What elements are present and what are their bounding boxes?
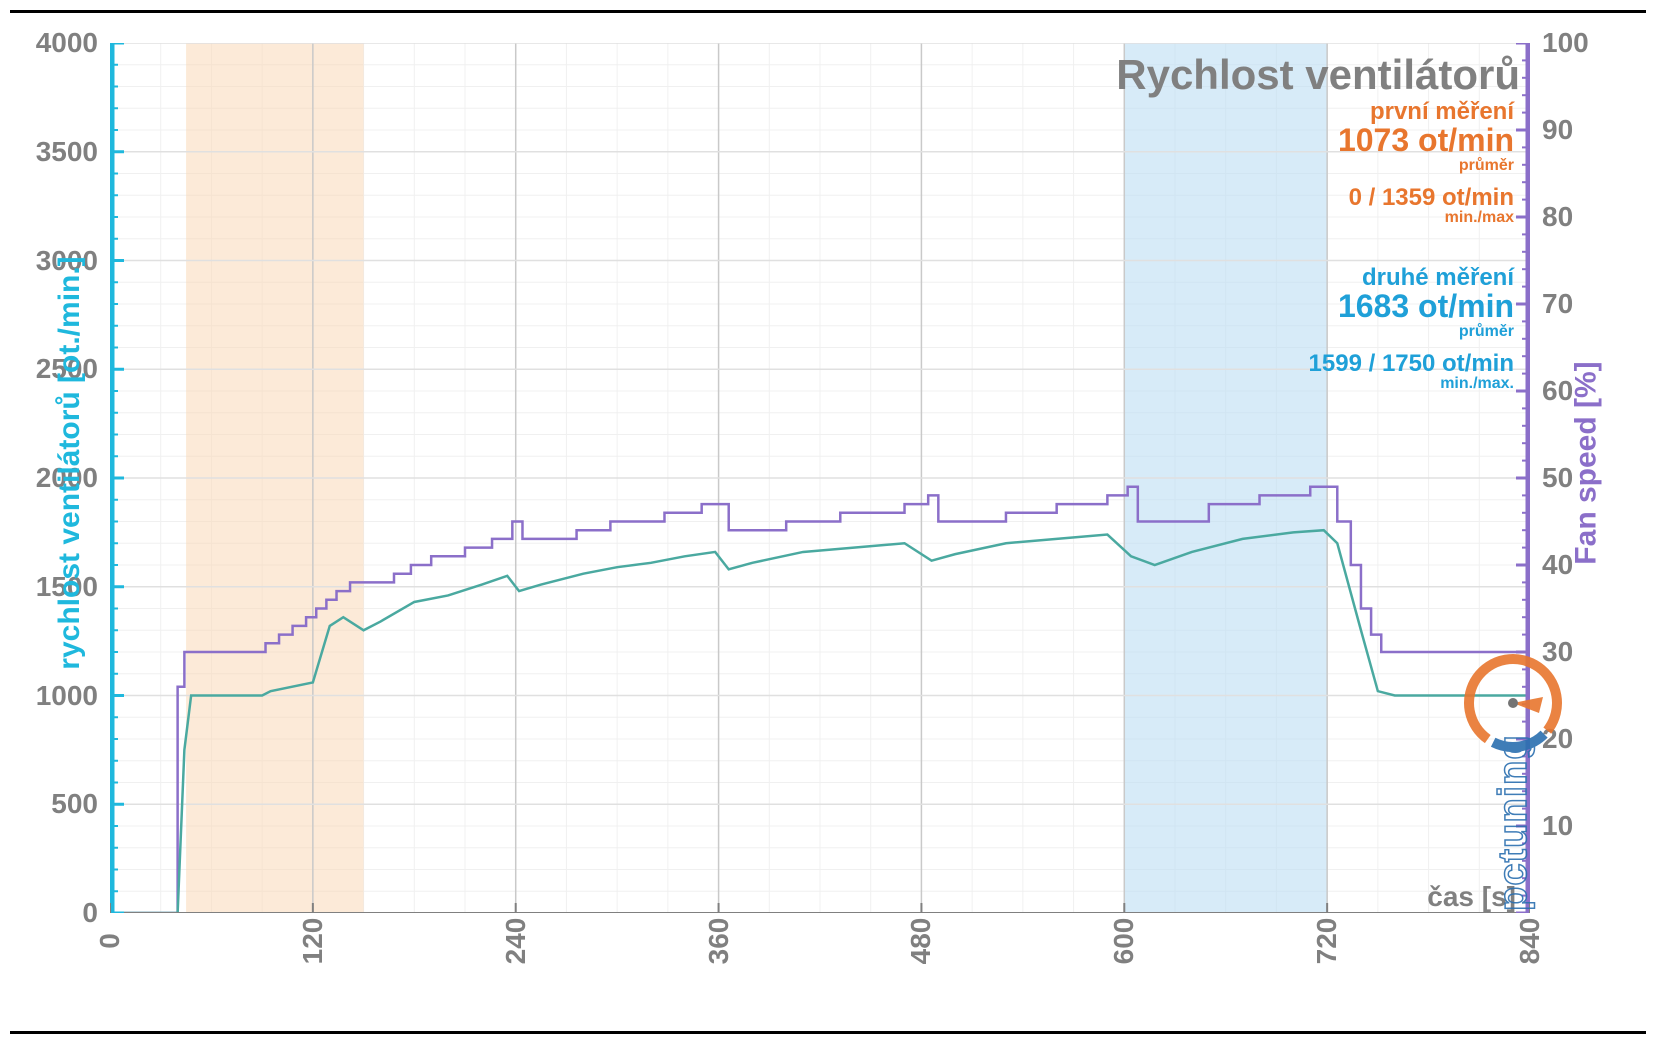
y-right-tick: 100	[1530, 27, 1589, 59]
watermark-logo: pctuning	[1438, 651, 1588, 911]
y-left-tick: 0	[82, 897, 110, 929]
fan-speed-chart: 05001000150020002500300035004000 1020304…	[10, 10, 1646, 1034]
x-tick: 600	[1108, 918, 1140, 965]
watermark-text: pctuning	[1491, 734, 1535, 911]
y-right-tick: 90	[1530, 114, 1573, 146]
x-tick: 720	[1311, 918, 1343, 965]
m1-header: první měření	[1338, 99, 1514, 124]
y-left-tick: 3500	[36, 136, 110, 168]
x-tick: 840	[1514, 918, 1546, 965]
x-tick: 240	[500, 918, 532, 965]
x-tick: 120	[297, 918, 329, 965]
m1-range-sub: min./max	[1338, 210, 1514, 227]
y-right-tick: 70	[1530, 288, 1573, 320]
y-left-tick: 500	[51, 788, 110, 820]
x-tick: 480	[905, 918, 937, 965]
y-right-tick: 80	[1530, 201, 1573, 233]
annotation-measurement-1: první měření 1073 ot/min průměr 0 / 1359…	[1338, 99, 1514, 227]
y-axis-right-label: Fan speed [%]	[1569, 361, 1603, 564]
annotation-measurement-2: druhé měření 1683 ot/min průměr 1599 / 1…	[1309, 265, 1514, 393]
m1-value-sub: průměr	[1338, 158, 1514, 175]
m2-value: 1683 ot/min	[1309, 290, 1514, 324]
y-right-tick: 50	[1530, 462, 1573, 494]
y-axis-left-label: rychlost ventilátorů [ot./min.]	[53, 256, 87, 669]
m2-range: 1599 / 1750 ot/min	[1309, 351, 1514, 376]
m2-value-sub: průměr	[1309, 324, 1514, 341]
y-right-tick: 40	[1530, 549, 1573, 581]
x-tick: 0	[94, 933, 126, 949]
m2-header: druhé měření	[1309, 265, 1514, 290]
m1-value: 1073 ot/min	[1338, 124, 1514, 158]
y-right-tick: 60	[1530, 375, 1573, 407]
m2-range-sub: min./max.	[1309, 376, 1514, 393]
x-tick: 360	[703, 918, 735, 965]
y-left-tick: 4000	[36, 27, 110, 59]
plot-svg	[110, 43, 1530, 913]
m1-range: 0 / 1359 ot/min	[1338, 185, 1514, 210]
y-left-tick: 1000	[36, 680, 110, 712]
plot-area: 05001000150020002500300035004000 1020304…	[110, 43, 1530, 913]
chart-title: Rychlost ventilátorů	[1116, 51, 1520, 99]
